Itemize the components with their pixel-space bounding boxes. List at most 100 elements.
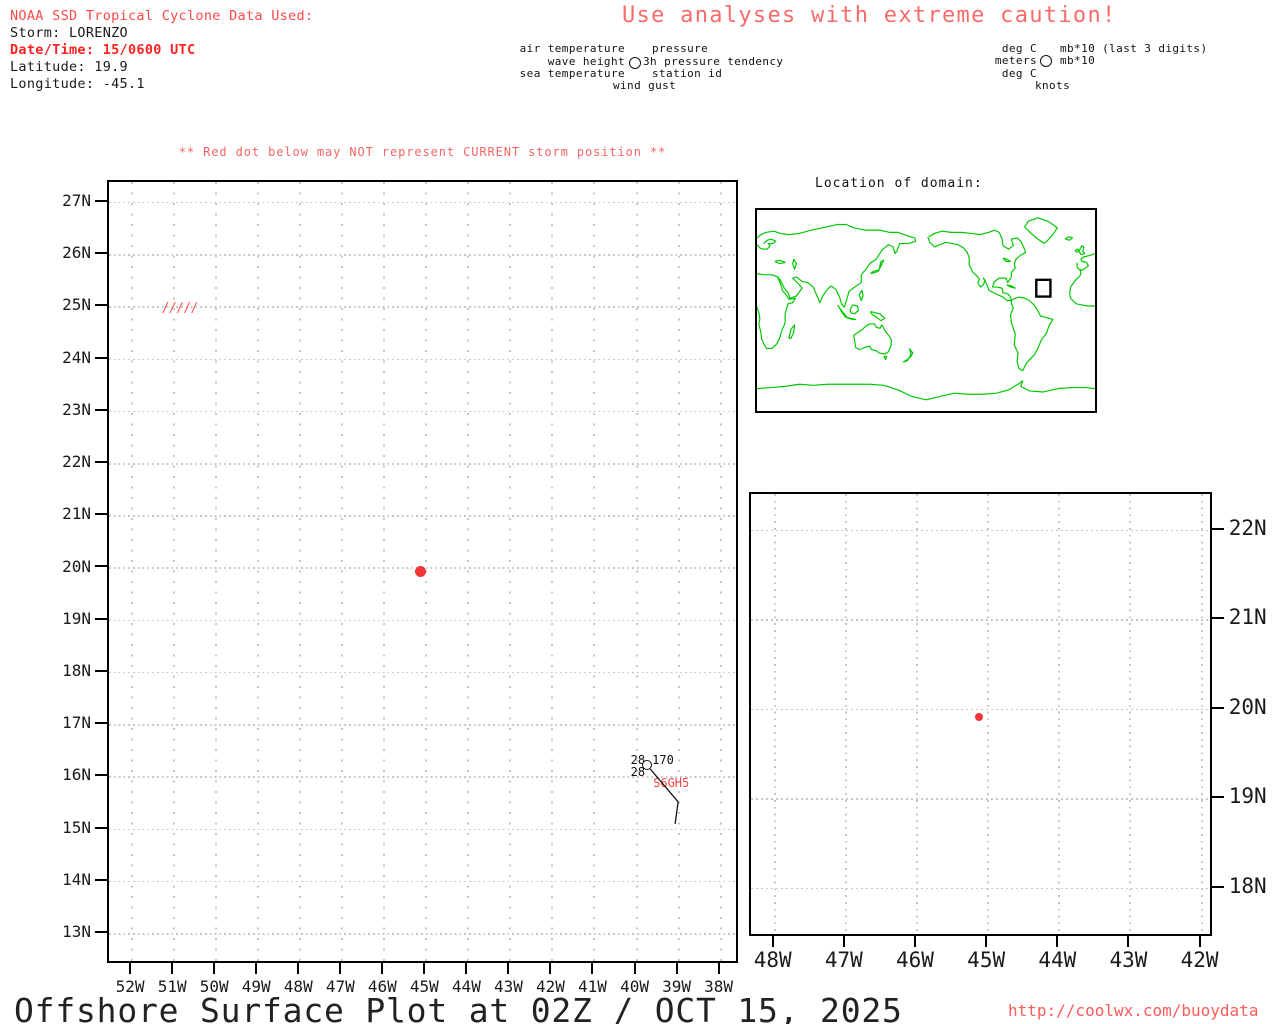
- axis-tick: [95, 617, 107, 620]
- coastline: [774, 259, 786, 265]
- coastline: [853, 323, 892, 355]
- axis-tick: [95, 722, 107, 725]
- legend-pressure-tendency: 3h pressure tendency: [643, 55, 784, 68]
- legend-air-temperature: air temperature: [519, 42, 625, 55]
- gridline-vertical: [131, 182, 134, 962]
- gridline-horizontal: [109, 619, 736, 622]
- coastline: [1024, 217, 1059, 245]
- gridline-vertical: [1129, 494, 1132, 934]
- gridline-vertical: [467, 182, 470, 962]
- gridline-vertical: [173, 182, 176, 962]
- page-title: Offshore Surface Plot at 02Z / OCT 15, 2…: [14, 991, 903, 1024]
- legend-pressure-unit: mb*10 (last 3 digits): [1060, 42, 1208, 55]
- axis-label-46W: 46W: [896, 948, 934, 972]
- axis-label-39W: 39W: [662, 977, 691, 997]
- gridline-vertical: [593, 182, 596, 962]
- axis-tick: [381, 963, 384, 975]
- coastline: [1002, 257, 1012, 262]
- axis-label-17N: 17N: [62, 713, 91, 733]
- station-id: S6GH5: [653, 775, 690, 790]
- coastline: [902, 348, 914, 363]
- axis-tick: [633, 963, 636, 975]
- coastline: [830, 240, 916, 308]
- gridline-vertical: [719, 182, 722, 962]
- hatch-marks: /////: [161, 300, 199, 316]
- coastline: [928, 229, 1027, 301]
- axis-label-23N: 23N: [62, 399, 91, 419]
- axis-tick: [95, 199, 107, 202]
- axis-label-43W: 43W: [493, 977, 523, 997]
- axis-label-43W: 43W: [1109, 948, 1148, 972]
- axis-tick: [95, 878, 107, 881]
- axis-label-14N: 14N: [62, 869, 91, 889]
- coastline: [1064, 236, 1074, 241]
- legend-pressure: pressure: [652, 42, 709, 55]
- gridline-horizontal: [109, 201, 736, 204]
- coastline: [1078, 245, 1086, 256]
- station-pressure: 170: [652, 753, 674, 768]
- gridline-vertical: [915, 494, 918, 934]
- axis-label-13N: 13N: [62, 922, 91, 942]
- coastline: [1076, 252, 1095, 271]
- gridline-vertical: [383, 182, 386, 962]
- axis-tick: [549, 963, 552, 975]
- legend-gust-unit: knots: [1035, 79, 1071, 92]
- gridline-horizontal: [750, 887, 1210, 890]
- coastline: [792, 258, 798, 270]
- axis-label-41W: 41W: [578, 977, 607, 997]
- axis-label-19N: 19N: [62, 608, 91, 628]
- axis-label-46W: 46W: [367, 977, 397, 997]
- gridline-horizontal: [750, 529, 1210, 532]
- gridline-horizontal: [109, 932, 736, 935]
- gridline-horizontal: [750, 708, 1210, 711]
- axis-tick: [95, 565, 107, 568]
- coastline: [849, 304, 859, 315]
- axis-tick: [1211, 617, 1224, 620]
- coastline: [1009, 296, 1054, 372]
- axis-label-16N: 16N: [62, 765, 91, 785]
- buoydata-url-link[interactable]: http://coolwx.com/buoydata: [1008, 1001, 1259, 1020]
- coastline: [757, 223, 917, 242]
- axis-tick: [129, 963, 132, 975]
- axis-label-25N: 25N: [62, 295, 91, 315]
- gridline-vertical: [509, 182, 512, 962]
- axis-tick: [465, 963, 468, 975]
- gridline-horizontal: [109, 671, 736, 674]
- world-map-inset: [755, 208, 1097, 413]
- world-coastline-map: [757, 217, 1095, 401]
- storm-position-warning: ** Red dot below may NOT represent CURRE…: [178, 145, 667, 159]
- station-circle-icon: [629, 57, 641, 69]
- axis-tick: [171, 963, 174, 975]
- axis-tick: [985, 936, 988, 947]
- axis-label-52W: 52W: [115, 977, 145, 997]
- axis-tick: [255, 963, 258, 975]
- station-sea-temp: 28: [630, 765, 646, 780]
- coastline: [757, 276, 797, 350]
- legend-wave-unit: meters: [994, 54, 1037, 67]
- axis-label-21N: 21N: [1228, 605, 1267, 630]
- gridline-horizontal: [750, 798, 1210, 800]
- gridline-vertical: [1058, 494, 1061, 934]
- axis-tick: [675, 963, 678, 975]
- axis-tick: [1198, 936, 1201, 947]
- gridline-horizontal: [109, 515, 736, 517]
- coastline: [927, 236, 1012, 302]
- axis-tick: [507, 963, 510, 975]
- axis-tick: [1127, 936, 1130, 947]
- coastline: [788, 324, 796, 340]
- caution-headline: Use analyses with extreme caution!: [622, 3, 1117, 28]
- axis-label-18N: 18N: [62, 660, 91, 680]
- gridline-horizontal: [109, 462, 736, 465]
- axis-label-19N: 19N: [1228, 784, 1267, 809]
- legend-station-id: station id: [652, 67, 723, 80]
- station-obs-circle: [642, 759, 653, 770]
- axis-tick: [717, 963, 720, 975]
- gridline-vertical: [215, 182, 218, 962]
- coastline: [1074, 248, 1079, 253]
- gridline-horizontal: [109, 358, 736, 361]
- axis-label-42W: 42W: [535, 977, 565, 997]
- gridline-vertical: [257, 182, 260, 962]
- axis-label-45W: 45W: [967, 948, 1006, 972]
- axis-label-44W: 44W: [451, 977, 481, 997]
